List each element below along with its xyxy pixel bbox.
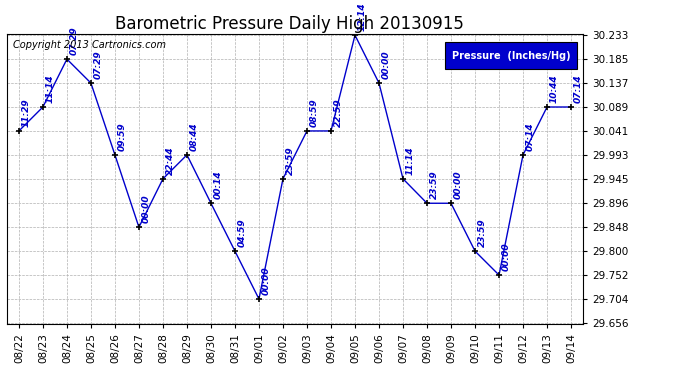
- Text: 23:59: 23:59: [477, 218, 487, 247]
- Text: Pressure  (Inches/Hg): Pressure (Inches/Hg): [452, 51, 571, 60]
- Text: 11:14: 11:14: [46, 74, 55, 103]
- Text: 22:59: 22:59: [334, 98, 343, 127]
- Text: 22:44: 22:44: [166, 146, 175, 175]
- Text: 23:59: 23:59: [430, 171, 439, 199]
- Text: 07:14: 07:14: [574, 74, 583, 103]
- Text: Copyright 2013 Cartronics.com: Copyright 2013 Cartronics.com: [12, 40, 166, 50]
- Text: 10:44: 10:44: [550, 74, 559, 103]
- Text: 09:59: 09:59: [118, 122, 127, 151]
- FancyBboxPatch shape: [445, 42, 578, 69]
- Text: 08:44: 08:44: [190, 122, 199, 151]
- Text: 00:00: 00:00: [141, 194, 150, 223]
- Text: 23:59: 23:59: [286, 146, 295, 175]
- Text: 07:14: 07:14: [526, 122, 535, 151]
- Text: 07:29: 07:29: [70, 26, 79, 55]
- Text: 00:00: 00:00: [502, 242, 511, 271]
- Text: 07:29: 07:29: [94, 50, 103, 79]
- Text: 00:00: 00:00: [262, 266, 270, 295]
- Text: 12:14: 12:14: [358, 2, 367, 31]
- Text: 08:59: 08:59: [310, 98, 319, 127]
- Text: 00:00: 00:00: [382, 50, 391, 79]
- Text: 11:14: 11:14: [406, 146, 415, 175]
- Text: Barometric Pressure Daily High 20130915: Barometric Pressure Daily High 20130915: [115, 15, 464, 33]
- Text: 00:14: 00:14: [214, 171, 223, 199]
- Text: 04:59: 04:59: [238, 218, 247, 247]
- Text: 00:00: 00:00: [454, 171, 463, 199]
- Text: 11:29: 11:29: [21, 98, 30, 127]
